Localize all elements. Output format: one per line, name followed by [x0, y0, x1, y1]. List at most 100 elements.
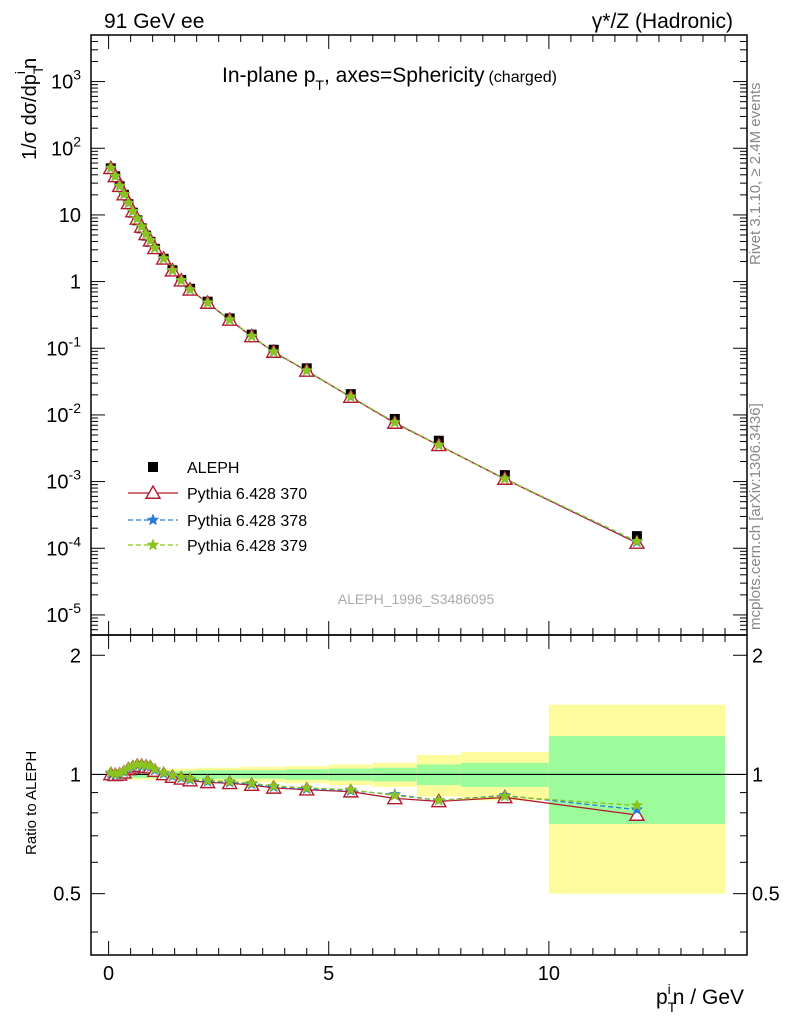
y-axis-label-tail: n	[19, 58, 41, 69]
x-axis-label: pTin / GeV	[656, 981, 744, 1015]
y-tick-label: 102	[51, 133, 81, 160]
series-marker	[130, 211, 144, 225]
series-marker	[174, 273, 188, 286]
series-marker	[223, 312, 237, 326]
plot-title-tag: (charged)	[488, 69, 556, 86]
ratio-marker	[267, 779, 281, 792]
series-marker	[498, 472, 512, 485]
ratio-panel-frame	[90, 634, 748, 956]
ratio-marker	[157, 766, 171, 779]
y-axis-label-sub: T	[30, 65, 46, 74]
ratio-marker	[388, 788, 402, 801]
ratio-y-tick-label-right: 0.5	[752, 884, 780, 906]
ratio-marker	[432, 793, 446, 806]
x-axis-label-sub: T	[668, 999, 677, 1015]
y-tick-label-base: 10	[46, 605, 68, 627]
ratio-marker	[201, 773, 215, 786]
x-axis-label-sup: i	[668, 981, 671, 997]
y-tick-label-base: 10	[46, 338, 68, 360]
main-panel-series	[102, 159, 646, 549]
header-right-qualifier: (Hadronic)	[635, 10, 733, 33]
y-axis-label-sup: i	[12, 71, 28, 74]
y-tick-label: 10-3	[46, 467, 81, 494]
y-tick-label-base: 10	[46, 405, 68, 427]
x-tick-label: 5	[323, 963, 334, 985]
y-tick-label-exponent: -3	[69, 467, 82, 483]
series-marker	[300, 363, 314, 376]
series-marker	[117, 187, 131, 200]
legend-label: Pythia 6.428 378	[187, 513, 307, 530]
plot-title-sub: T	[315, 77, 324, 93]
y-axis-label-main: 1/σ dσ/dp	[19, 74, 41, 160]
ratio-marker	[183, 772, 197, 785]
y-tick-label: 10-1	[46, 333, 81, 360]
ratio-marker	[630, 798, 644, 811]
y-tick-label-base: 10	[46, 472, 68, 494]
legend-label-data: ALEPH	[187, 460, 239, 477]
header-right: γ*/Z (Hadronic)	[592, 10, 733, 33]
ratio-y-tick-label-right: 1	[752, 764, 763, 786]
y-tick-label-exponent: -1	[69, 333, 82, 349]
series-marker	[630, 534, 644, 547]
legend-label: Pythia 6.428 370	[187, 486, 307, 503]
series-marker	[113, 179, 126, 192]
y-tick-label-exponent: 3	[73, 67, 81, 83]
rivet-note: Rivet 3.1.10, ≥ 2.4M events	[747, 83, 764, 266]
plot-title-main: In-plane p	[222, 64, 315, 87]
ratio-marker	[344, 783, 358, 796]
y-tick-label: 10-2	[46, 400, 81, 427]
plot-title-rest: , axes=Sphericity	[324, 64, 485, 87]
mcplots-note: mcplots.cern.ch [arXiv:1306.3436]	[747, 403, 764, 630]
ratio-marker	[245, 776, 259, 789]
legend: ALEPH Pythia 6.428 370 Pythia 6.428 378 Pyt…	[128, 460, 307, 555]
y-tick-label-base: 10	[51, 138, 73, 160]
x-tick-label: 0	[103, 963, 114, 985]
ratio-marker	[148, 762, 162, 775]
ratio-marker	[223, 774, 237, 787]
ratio-y-tick-label: 2	[70, 645, 81, 667]
series-marker	[344, 390, 358, 403]
y-tick-label: 10	[59, 205, 81, 227]
series-marker	[183, 282, 197, 295]
y-tick-label-base: 10	[46, 538, 68, 560]
series-marker	[108, 169, 122, 182]
ratio-y-tick-label: 1	[70, 764, 81, 786]
y-axis-label: 1/σ dσ/dpTin	[12, 58, 46, 160]
series-marker	[157, 251, 171, 264]
ratio-marker	[300, 781, 314, 794]
series-marker	[104, 161, 118, 174]
series-marker	[144, 233, 157, 246]
y-tick-label: 103	[51, 67, 81, 94]
series-marker	[148, 241, 162, 254]
ratio-panel-series	[102, 757, 646, 821]
x-axis-label-main: p	[656, 986, 668, 1009]
series-marker	[245, 329, 259, 342]
y-tick-label-exponent: -4	[69, 533, 82, 549]
legend-marker	[144, 484, 162, 499]
series-marker	[166, 263, 179, 276]
series-marker	[126, 204, 140, 217]
series-marker	[139, 227, 153, 240]
series-marker	[201, 296, 215, 309]
series-marker	[135, 219, 148, 233]
ratio-marker	[166, 768, 179, 781]
ratio-y-tick-label: 0.5	[53, 884, 81, 906]
legend-marker-data	[148, 462, 158, 472]
y-tick-label-exponent: 2	[73, 133, 81, 149]
series-marker	[388, 415, 402, 428]
x-tick-label: 10	[538, 963, 560, 985]
header-right-process: γ*/Z	[592, 10, 630, 33]
y-tick-label-exponent: -2	[69, 400, 82, 416]
series-marker	[267, 345, 281, 358]
y-tick-label-base: 10	[51, 72, 73, 94]
ratio-marker	[174, 770, 188, 783]
header-left: 91 GeV ee	[104, 10, 204, 33]
x-axis-label-tail: n / GeV	[673, 986, 744, 1009]
y-tick-label: 10-5	[46, 600, 81, 627]
analysis-watermark: ALEPH_1996_S3486095	[338, 591, 495, 607]
ratio-y-axis-label: Ratio to ALEPH	[23, 751, 40, 855]
y-tick-label: 10-4	[46, 533, 81, 560]
ratio-uncertainty-bands	[91, 704, 747, 894]
